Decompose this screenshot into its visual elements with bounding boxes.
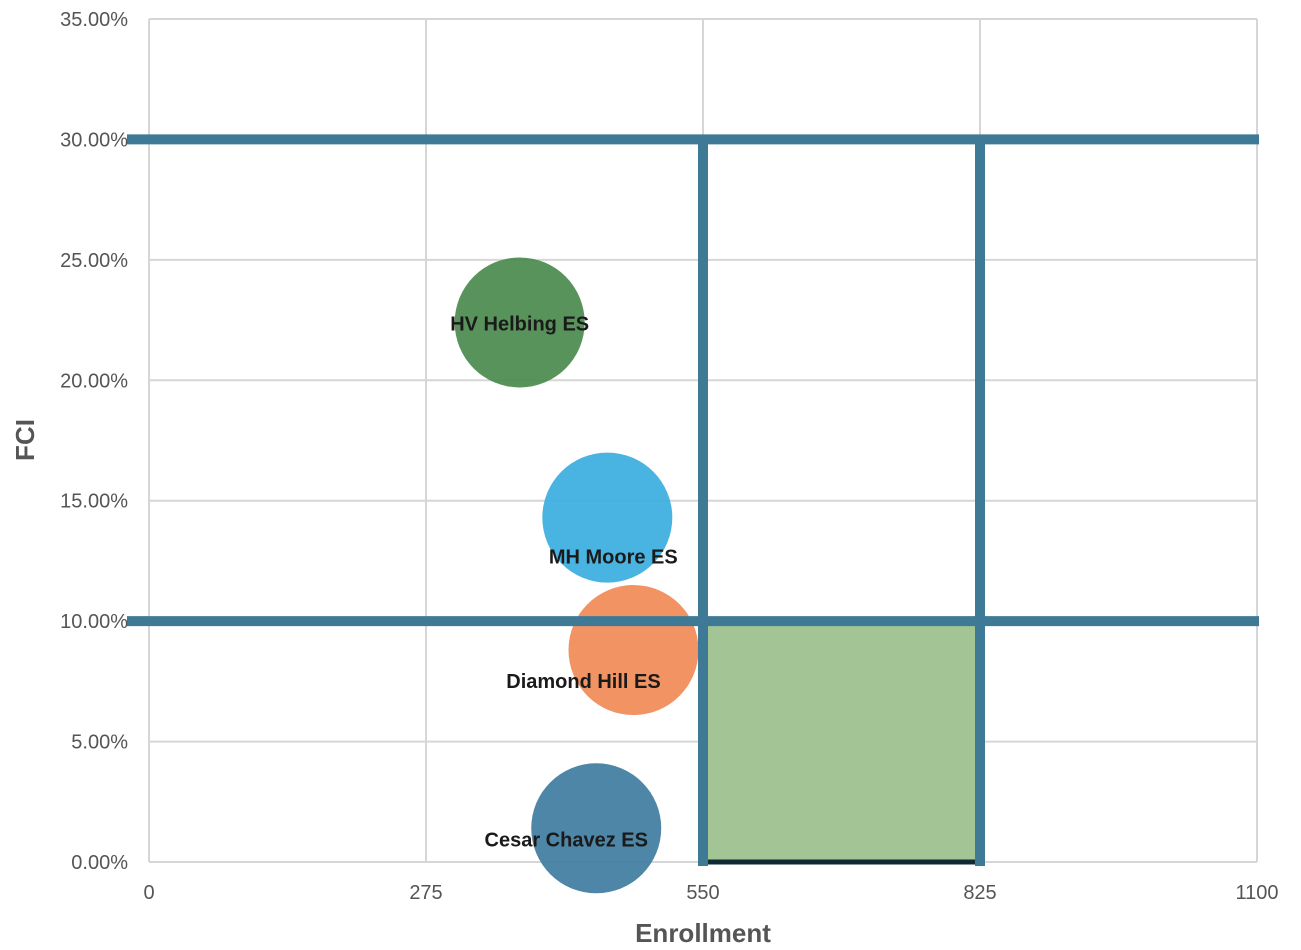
x-tick-label: 275 bbox=[409, 882, 442, 904]
bubble-0 bbox=[454, 257, 585, 388]
bubble-series bbox=[454, 257, 699, 894]
bubble-1 bbox=[542, 452, 673, 583]
y-axis-title: FCI bbox=[10, 419, 40, 461]
bubble-labels: HV Helbing ES MH Moore ES Diamond Hill ES C… bbox=[450, 313, 678, 851]
bubble-3 bbox=[531, 763, 662, 894]
y-tick-label: 20.00% bbox=[60, 370, 128, 392]
reference-lines bbox=[127, 134, 1259, 866]
y-tick-label: 10.00% bbox=[60, 611, 128, 633]
y-tick-label: 25.00% bbox=[60, 250, 128, 272]
bubble-label-2: Diamond Hill ES bbox=[506, 671, 660, 693]
y-tick-label: 35.00% bbox=[60, 9, 128, 31]
target-region bbox=[700, 618, 983, 865]
x-axis-ticks: 0 275 550 825 1100 bbox=[143, 882, 1278, 904]
x-tick-label: 550 bbox=[686, 882, 719, 904]
x-axis-title: Enrollment bbox=[635, 918, 771, 948]
x-tick-label: 1100 bbox=[1235, 882, 1278, 904]
bubble-label-0: HV Helbing ES bbox=[450, 313, 589, 335]
y-tick-label: 5.00% bbox=[71, 732, 128, 754]
x-tick-label: 825 bbox=[963, 882, 996, 904]
y-axis-ticks: 0.00% 5.00% 10.00% 15.00% 20.00% 25.00% 30.00%… bbox=[60, 9, 128, 874]
bubble-2 bbox=[568, 585, 699, 716]
bubble-label-3: Cesar Chavez ES bbox=[485, 829, 648, 851]
x-tick-label: 0 bbox=[143, 882, 154, 904]
y-tick-label: 0.00% bbox=[71, 852, 128, 874]
target-region-rect bbox=[700, 618, 983, 865]
y-tick-label: 30.00% bbox=[60, 129, 128, 151]
bubble-label-1: MH Moore ES bbox=[549, 547, 678, 569]
y-tick-label: 15.00% bbox=[60, 491, 128, 513]
